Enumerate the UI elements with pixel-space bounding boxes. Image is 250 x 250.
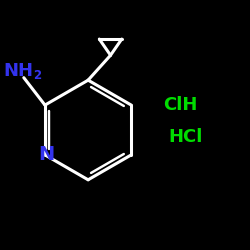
Text: HCl: HCl xyxy=(168,128,202,146)
Text: ClH: ClH xyxy=(163,96,198,114)
Text: 2: 2 xyxy=(33,69,41,82)
Text: N: N xyxy=(38,146,54,165)
Text: NH: NH xyxy=(3,62,33,80)
